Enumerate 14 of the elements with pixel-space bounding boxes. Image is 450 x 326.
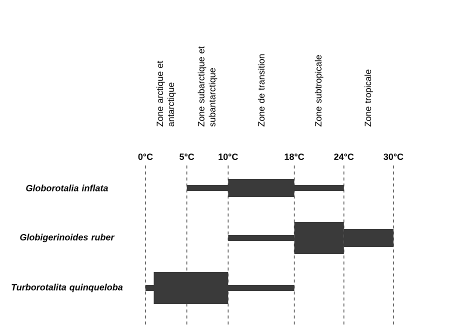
x-tick-label: 10°C xyxy=(218,154,238,160)
y-tick-label: Turborotalita quinqueloba xyxy=(12,284,123,292)
y-tick-label: Globigerinoides ruber xyxy=(20,234,115,242)
x-tick-label: 0°C xyxy=(138,154,153,160)
text: Zone subtropicale xyxy=(314,55,324,127)
x-tick-label: 30°C xyxy=(384,154,404,160)
x-tick-label: 24°C xyxy=(334,154,354,160)
text: Zone de transition xyxy=(258,54,265,127)
text: Zone tropicale xyxy=(364,70,373,127)
y-tick-label: Globorotalia inflata xyxy=(26,184,108,192)
x-tick-label: 18°C xyxy=(284,154,304,160)
x-tick-label: 5°C xyxy=(180,154,194,160)
text: Zone arctique et antarctique xyxy=(156,60,176,127)
text: Zone subarctique et subantarctique xyxy=(198,46,218,127)
